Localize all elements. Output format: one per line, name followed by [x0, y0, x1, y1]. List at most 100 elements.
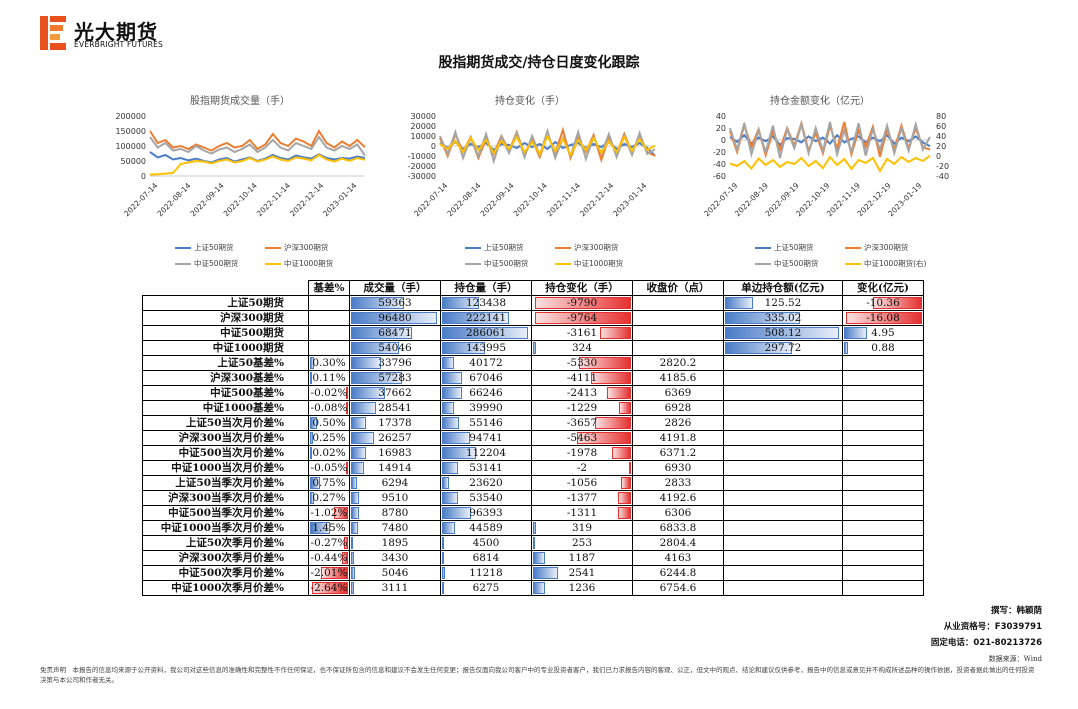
legend-swatch: [845, 247, 861, 249]
y-tick-label: 200000: [115, 112, 146, 121]
table-cell: -10.36: [842, 295, 924, 311]
cell-value: 6369: [664, 387, 692, 399]
table-cell: 16983: [349, 445, 441, 461]
logo-mark-icon: [40, 16, 66, 50]
cell-value: 9510: [381, 492, 409, 504]
column-header: 单边持仓额(亿元): [723, 280, 843, 296]
table-cell: -3657: [531, 415, 633, 431]
data-bar: [320, 567, 348, 579]
table-row: 中证500当次月价差% 0.02% 16983 112204 -1978 6371.2: [142, 445, 924, 461]
cell-value: 222141: [465, 312, 507, 324]
data-bar: [351, 537, 353, 549]
table-cell: [308, 340, 350, 356]
x-tick-label: 2023-01-14: [321, 181, 358, 218]
data-bar: [533, 537, 536, 549]
futures-data-table: 基差% 成交量（手） 持仓量（手） 持仓变化（手） 收盘价（点） 单边持仓额(亿元) 变化(…: [142, 280, 924, 596]
table-cell: 222141: [440, 310, 532, 326]
data-bar: [312, 582, 348, 594]
data-bar: [442, 582, 444, 594]
cell-value: 253: [571, 537, 593, 549]
data-bar: [442, 462, 458, 474]
legend-item: 上证50期货: [465, 242, 524, 253]
y2-tick-label: -40: [936, 172, 949, 181]
table-cell: -4111: [531, 370, 633, 386]
data-bar: [351, 492, 360, 504]
table-cell: 8780: [349, 505, 441, 521]
cell-value: 1895: [381, 537, 409, 549]
table-cell: [632, 295, 724, 311]
table-cell: [723, 550, 843, 566]
cell-value: -4111: [566, 372, 598, 384]
disclaimer: 免责声明 本报告的信息均来源于公开资料，我公司对这些信息的准确性和完整性不作任何…: [40, 666, 1035, 684]
table-cell: [632, 325, 724, 341]
cell-value: 0.11%: [312, 372, 346, 384]
table-cell: [842, 355, 924, 371]
row-label: 中证500当次月价差%: [142, 445, 309, 461]
legend-label: 中证500期货: [194, 259, 239, 268]
row-label: 上证50当季次月价差%: [142, 475, 309, 491]
cell-value: 17378: [378, 417, 412, 429]
column-header: [143, 281, 309, 296]
legend-swatch: [465, 247, 481, 249]
table-cell: [632, 340, 724, 356]
cell-value: 5046: [381, 567, 409, 579]
cell-value: 57283: [378, 372, 412, 384]
cell-value: 2804.4: [659, 537, 697, 549]
cell-value: 68471: [378, 327, 412, 339]
table-cell: -1311: [531, 505, 633, 521]
table-cell: [723, 490, 843, 506]
data-bar: [351, 552, 355, 564]
legend-label: 上证50期货: [774, 243, 814, 252]
cell-value: 66246: [469, 387, 503, 399]
y-tick-label: -10000: [408, 152, 436, 161]
table-cell: 5046: [349, 565, 441, 581]
data-bar: [342, 552, 348, 564]
table-cell: 0.02%: [308, 445, 350, 461]
x-tick-label: 2022-11-14: [255, 181, 292, 218]
legend-item: 中证1000期货: [265, 258, 333, 269]
cell-value: 324: [571, 342, 593, 354]
table-cell: 54046: [349, 340, 441, 356]
table-cell: 6275: [440, 580, 532, 596]
table-cell: 0.11%: [308, 370, 350, 386]
data-bar: [725, 327, 839, 339]
row-label: 中证500基差%: [142, 385, 309, 401]
cell-value: 286061: [465, 327, 507, 339]
cell-value: -0.27%: [310, 537, 348, 549]
table-cell: [723, 385, 843, 401]
data-bar: [618, 402, 631, 414]
table-cell: 68471: [349, 325, 441, 341]
cell-value: 44589: [469, 522, 503, 534]
series-line: [729, 120, 931, 159]
data-bar: [351, 357, 382, 369]
cell-value: 11218: [469, 567, 503, 579]
table-cell: [723, 535, 843, 551]
data-bar: [346, 402, 348, 414]
cell-value: 0.27%: [312, 492, 346, 504]
table-cell: -5463: [531, 430, 633, 446]
y-tick-label: 50000: [121, 157, 146, 166]
data-bar: [533, 582, 546, 594]
table-cell: [842, 430, 924, 446]
data-bar: [600, 327, 631, 339]
data-bar: [346, 462, 348, 474]
table-cell: 143995: [440, 340, 532, 356]
data-bar: [442, 312, 509, 324]
data-bar: [725, 297, 754, 309]
y-tick-label: -20000: [408, 162, 436, 171]
column-header: 变化(亿元): [842, 280, 924, 296]
data-bar: [442, 402, 455, 414]
table-cell: -1978: [531, 445, 633, 461]
cell-value: 6833.8: [659, 522, 697, 534]
cell-value: -5463: [566, 432, 598, 444]
cell-value: 33796: [378, 357, 412, 369]
legend-item: 中证500期货: [175, 258, 238, 269]
cell-value: -9764: [566, 312, 598, 324]
table-cell: [308, 325, 350, 341]
table-cell: 67046: [440, 370, 532, 386]
data-bar: [442, 537, 444, 549]
cell-value: -10.36: [866, 297, 900, 309]
y-tick-label: 10000: [411, 132, 436, 141]
data-bar: [611, 447, 631, 459]
table-cell: -9790: [531, 295, 633, 311]
